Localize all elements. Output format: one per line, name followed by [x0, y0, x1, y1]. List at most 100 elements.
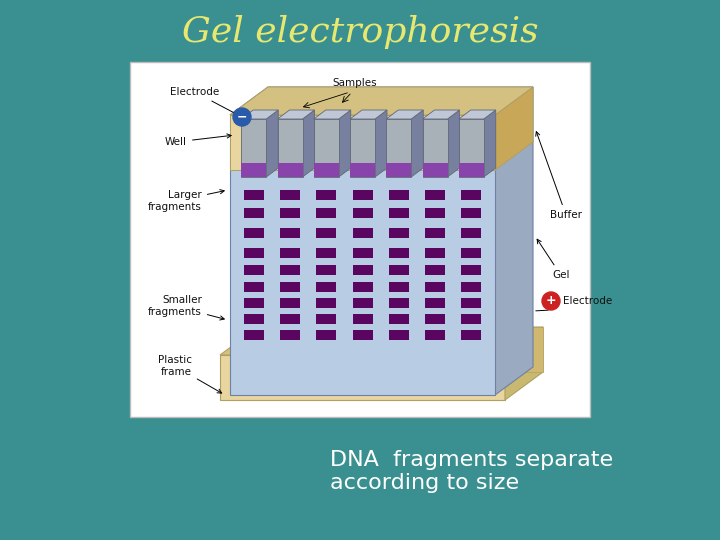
Bar: [353, 282, 372, 292]
Text: Larger
fragments: Larger fragments: [148, 190, 224, 212]
Bar: [353, 248, 372, 258]
Bar: [316, 248, 336, 258]
Circle shape: [542, 292, 560, 310]
Polygon shape: [448, 110, 459, 177]
Polygon shape: [495, 87, 533, 395]
Bar: [230, 115, 495, 170]
Bar: [425, 248, 445, 258]
Text: Smaller
fragments: Smaller fragments: [148, 295, 224, 320]
Text: DNA  fragments separate
according to size: DNA fragments separate according to size: [330, 450, 613, 493]
Bar: [280, 190, 300, 200]
Bar: [280, 265, 300, 275]
Bar: [280, 330, 300, 340]
Bar: [423, 163, 448, 177]
Bar: [316, 298, 336, 308]
Bar: [423, 119, 448, 177]
Bar: [389, 314, 409, 324]
Bar: [244, 330, 264, 340]
Bar: [280, 298, 300, 308]
Bar: [314, 119, 338, 177]
Bar: [280, 248, 300, 258]
Bar: [462, 314, 481, 324]
Bar: [389, 330, 409, 340]
Bar: [353, 298, 372, 308]
Bar: [462, 228, 481, 238]
Bar: [316, 330, 336, 340]
Bar: [425, 298, 445, 308]
Text: Electrode: Electrode: [170, 87, 238, 115]
Bar: [389, 208, 409, 218]
Polygon shape: [302, 110, 315, 177]
Bar: [353, 330, 372, 340]
Bar: [316, 228, 336, 238]
Bar: [425, 190, 445, 200]
Text: Buffer: Buffer: [536, 132, 582, 220]
Text: Samples: Samples: [333, 78, 377, 88]
Bar: [244, 314, 264, 324]
Bar: [280, 282, 300, 292]
Bar: [280, 228, 300, 238]
Bar: [353, 190, 372, 200]
Bar: [389, 190, 409, 200]
Polygon shape: [386, 110, 423, 119]
Polygon shape: [220, 327, 543, 355]
Text: Gel: Gel: [537, 239, 570, 280]
Bar: [425, 282, 445, 292]
Bar: [230, 115, 495, 395]
Bar: [316, 265, 336, 275]
Polygon shape: [258, 327, 543, 372]
Polygon shape: [220, 355, 505, 400]
Bar: [386, 119, 411, 177]
Bar: [462, 298, 481, 308]
Text: Gel electrophoresis: Gel electrophoresis: [181, 15, 539, 49]
Bar: [244, 265, 264, 275]
Bar: [425, 314, 445, 324]
Polygon shape: [505, 327, 543, 400]
Polygon shape: [423, 110, 459, 119]
Polygon shape: [338, 110, 351, 177]
Bar: [425, 228, 445, 238]
Bar: [462, 282, 481, 292]
Bar: [244, 208, 264, 218]
Polygon shape: [411, 110, 423, 177]
Bar: [425, 265, 445, 275]
Bar: [244, 298, 264, 308]
Polygon shape: [484, 110, 496, 177]
Bar: [462, 208, 481, 218]
Bar: [353, 314, 372, 324]
Bar: [389, 228, 409, 238]
Bar: [353, 208, 372, 218]
Bar: [462, 190, 481, 200]
Circle shape: [233, 108, 251, 126]
Bar: [462, 330, 481, 340]
Bar: [241, 163, 266, 177]
Bar: [277, 119, 302, 177]
Bar: [244, 248, 264, 258]
Bar: [462, 248, 481, 258]
Text: Plastic
frame: Plastic frame: [158, 355, 222, 393]
Polygon shape: [375, 110, 387, 177]
Bar: [459, 163, 484, 177]
Polygon shape: [230, 87, 533, 115]
Bar: [389, 282, 409, 292]
Bar: [316, 314, 336, 324]
Bar: [459, 119, 484, 177]
Polygon shape: [350, 110, 387, 119]
Bar: [353, 265, 372, 275]
Bar: [350, 119, 375, 177]
Bar: [244, 228, 264, 238]
Text: −: −: [237, 111, 247, 124]
Bar: [425, 330, 445, 340]
Bar: [389, 265, 409, 275]
Bar: [241, 119, 266, 177]
Bar: [316, 190, 336, 200]
Bar: [462, 265, 481, 275]
Polygon shape: [230, 87, 533, 115]
Bar: [386, 163, 411, 177]
Bar: [425, 208, 445, 218]
Bar: [350, 163, 375, 177]
Bar: [353, 228, 372, 238]
Bar: [389, 248, 409, 258]
Polygon shape: [495, 87, 533, 170]
Bar: [280, 208, 300, 218]
